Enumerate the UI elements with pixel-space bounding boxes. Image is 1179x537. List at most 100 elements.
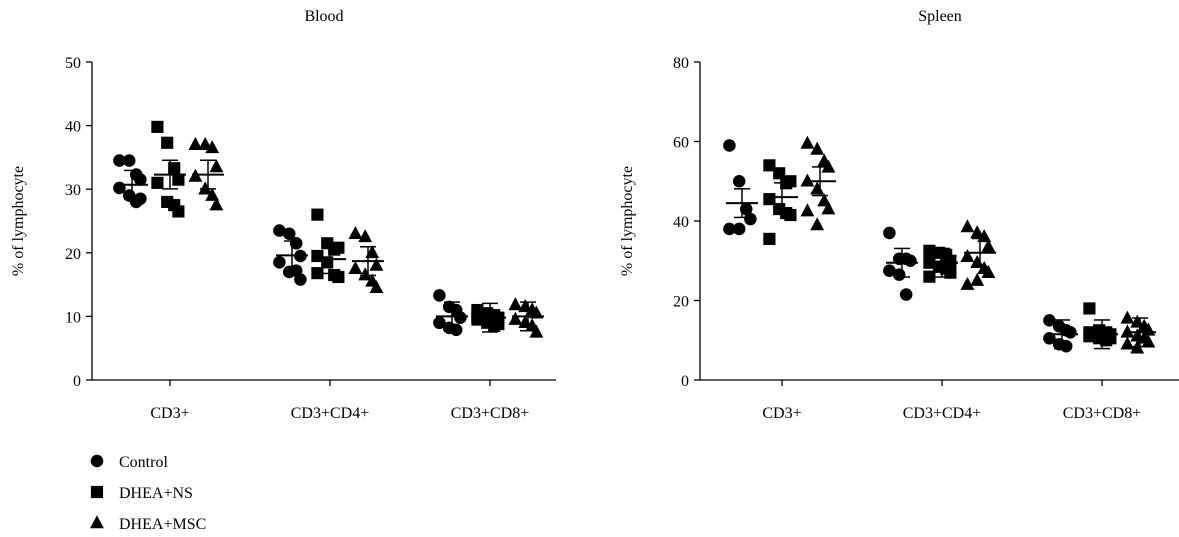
data-point <box>784 175 797 188</box>
series-dhea-ns <box>151 120 506 333</box>
data-point <box>151 176 164 189</box>
y-tick-label: 40 <box>673 214 689 231</box>
data-point <box>358 267 373 281</box>
data-point <box>332 270 345 284</box>
data-point <box>773 167 786 180</box>
data-point <box>454 311 467 324</box>
data-point <box>198 181 213 195</box>
data-point <box>944 266 957 279</box>
data-point <box>529 305 544 319</box>
data-point <box>1043 314 1056 327</box>
data-point <box>113 154 126 167</box>
y-tick-label: 50 <box>65 55 81 72</box>
y-axis-label: % of lymphocyte <box>619 166 636 276</box>
y-tick-label: 0 <box>681 373 689 390</box>
legend-label: Control <box>119 454 168 471</box>
data-point <box>492 317 505 331</box>
data-point <box>348 260 363 274</box>
x-tick-label: CD3+CD8+ <box>451 405 530 422</box>
spleen-chart: Spleen % of lymphocyte 0 20 40 60 80 CD3+ CD3+CD… <box>619 8 1179 422</box>
legend: Control DHEA+NS DHEA+MSC <box>90 454 206 533</box>
data-point <box>172 205 185 218</box>
data-point <box>1120 310 1135 324</box>
data-point <box>723 222 736 236</box>
y-tick-label: 10 <box>65 309 81 326</box>
data-point <box>800 203 815 217</box>
data-point <box>282 227 296 240</box>
y-axis-label: % of lymphocyte <box>10 166 27 276</box>
data-point <box>198 136 213 150</box>
data-point <box>289 236 303 250</box>
data-point <box>369 257 384 271</box>
series-dhea-msc <box>188 136 544 338</box>
legend-label: DHEA+NS <box>119 485 193 502</box>
data-point <box>471 310 484 323</box>
data-point <box>161 136 174 149</box>
data-point <box>883 264 896 277</box>
data-point <box>168 162 181 175</box>
data-point <box>508 297 523 311</box>
y-tick-label: 80 <box>673 55 689 72</box>
data-point <box>529 324 544 338</box>
data-point <box>800 173 815 187</box>
data-point <box>892 268 906 281</box>
data-point <box>883 226 896 240</box>
data-point <box>332 241 345 254</box>
x-tick-label: CD3+ <box>762 405 801 422</box>
data-point <box>311 208 324 221</box>
data-point <box>369 280 384 294</box>
data-point <box>1120 336 1135 350</box>
data-point <box>172 173 185 186</box>
data-point <box>294 273 307 286</box>
data-point <box>1120 324 1135 338</box>
data-point <box>273 256 286 269</box>
x-tick-label: CD3+ <box>150 405 189 422</box>
chart-title: Blood <box>304 8 343 25</box>
x-tick-label: CD3+CD4+ <box>903 405 982 422</box>
data-point <box>321 256 334 269</box>
legend-label: DHEA+MSC <box>119 516 206 533</box>
data-point <box>970 225 985 239</box>
data-point <box>348 225 363 239</box>
data-point <box>209 159 224 173</box>
data-point <box>188 136 203 150</box>
legend-marker-circle-icon <box>90 454 104 468</box>
data-point <box>981 239 996 253</box>
series-control <box>113 154 468 337</box>
data-point <box>899 288 913 301</box>
data-point <box>821 159 836 173</box>
data-point <box>923 270 936 283</box>
data-point <box>134 173 147 186</box>
y-tick-label: 0 <box>73 373 81 390</box>
series-dhea-ns <box>763 159 1118 350</box>
data-point <box>122 154 136 167</box>
x-tick-label: CD3+CD8+ <box>1063 405 1142 422</box>
data-point <box>904 254 917 268</box>
x-tick-label: CD3+CD4+ <box>291 405 370 422</box>
data-point <box>433 289 446 302</box>
data-point <box>113 181 126 195</box>
data-point <box>449 323 463 337</box>
data-point <box>205 187 220 201</box>
data-point <box>763 232 776 245</box>
data-point <box>763 159 776 172</box>
data-point <box>723 139 736 152</box>
data-point <box>800 135 815 149</box>
data-point <box>1083 326 1096 339</box>
data-point <box>433 316 446 330</box>
data-point <box>960 276 975 290</box>
data-point <box>508 311 523 325</box>
legend-marker-square-icon <box>90 485 104 499</box>
data-point <box>923 244 936 257</box>
y-tick-label: 60 <box>673 135 689 152</box>
data-point <box>821 201 836 215</box>
data-point <box>1064 326 1077 339</box>
legend-item-dhea-ns: DHEA+NS <box>90 485 193 502</box>
legend-item-dhea-msc: DHEA+MSC <box>90 515 206 533</box>
data-point <box>1141 334 1156 348</box>
data-point <box>810 141 825 155</box>
data-point <box>970 272 985 286</box>
data-point <box>134 192 147 206</box>
data-point <box>960 249 975 263</box>
data-point <box>209 197 224 211</box>
